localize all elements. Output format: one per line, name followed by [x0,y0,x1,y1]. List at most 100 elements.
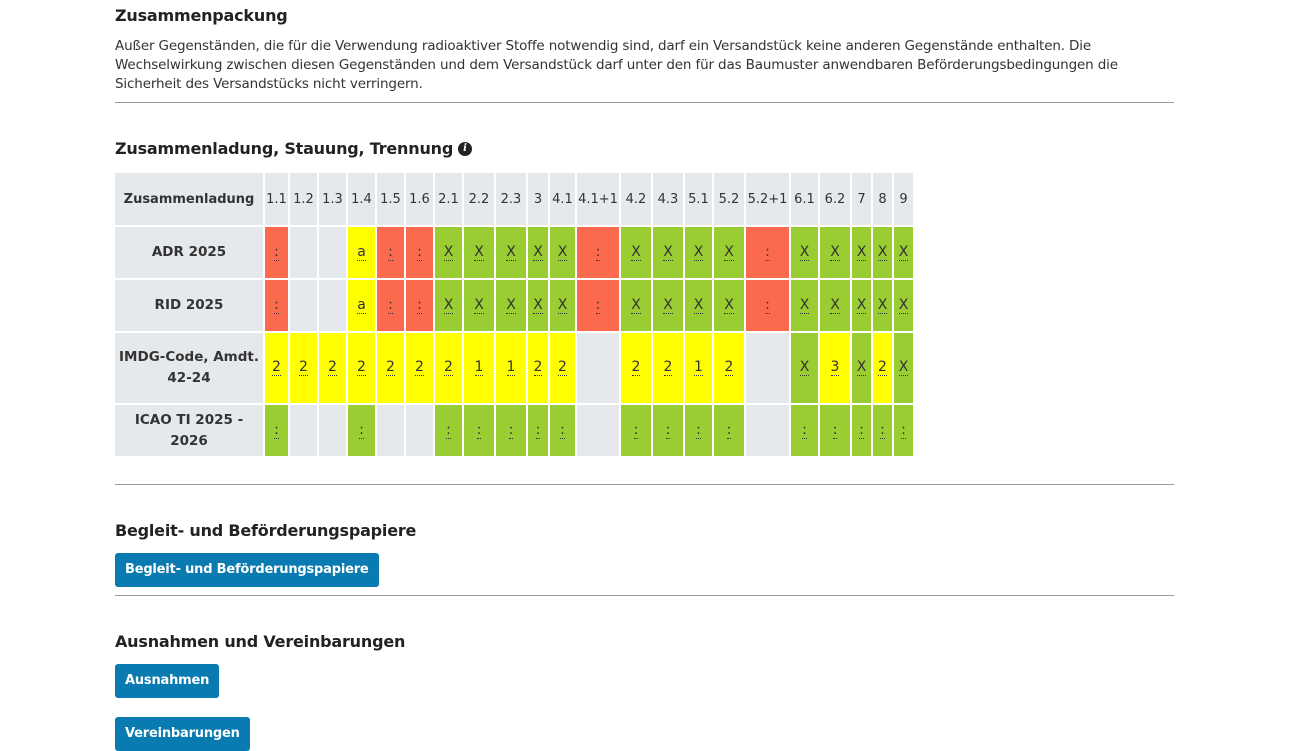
table-cell[interactable]: : [577,280,619,331]
cell-mark[interactable]: : [535,421,541,439]
cell-mark[interactable]: X [856,359,867,376]
cell-mark[interactable]: X [557,296,568,314]
cell-mark[interactable]: 1 [506,359,516,376]
cell-mark[interactable]: X [533,243,543,261]
table-cell[interactable]: X [894,227,913,278]
cell-mark[interactable]: : [765,296,770,314]
table-cell[interactable]: X [873,227,892,278]
info-icon[interactable]: i [458,141,473,156]
cell-mark[interactable]: : [274,421,279,439]
table-cell[interactable]: : [406,227,433,278]
table-cell[interactable]: X [464,227,494,278]
cell-mark[interactable]: X [877,296,888,314]
table-cell[interactable]: : [496,405,526,456]
cell-mark[interactable]: : [880,421,885,439]
cell-mark[interactable]: X [856,243,867,261]
table-cell[interactable]: : [377,280,404,331]
cell-mark[interactable]: X [474,243,484,261]
cell-mark[interactable]: : [802,421,807,439]
table-cell[interactable]: X [894,333,913,403]
cell-mark[interactable]: : [417,296,422,314]
cell-mark[interactable]: 1 [474,359,484,376]
cell-mark[interactable]: : [901,421,906,439]
table-cell[interactable]: 2 [377,333,404,403]
cell-mark[interactable]: : [388,296,393,314]
table-cell[interactable]: 2 [348,333,375,403]
cell-mark[interactable]: X [631,296,641,314]
table-cell[interactable]: : [348,405,375,456]
table-cell[interactable]: 1 [685,333,712,403]
table-cell[interactable]: : [894,405,913,456]
cell-mark[interactable]: : [417,243,422,261]
cell-mark[interactable]: X [557,243,568,261]
cell-mark[interactable]: X [506,296,516,314]
table-cell[interactable]: : [577,227,619,278]
cell-mark[interactable]: : [274,296,279,314]
table-cell[interactable]: X [550,227,575,278]
cell-mark[interactable]: 2 [663,359,673,376]
cell-mark[interactable]: 2 [328,359,337,376]
table-cell[interactable]: X [621,280,651,331]
cell-mark[interactable]: : [274,243,279,261]
table-cell[interactable]: 2 [319,333,346,403]
cell-mark[interactable]: : [595,243,601,261]
table-cell[interactable]: X [714,227,744,278]
cell-mark[interactable]: X [856,296,867,314]
table-cell[interactable]: : [265,405,288,456]
table-cell[interactable]: X [791,333,818,403]
table-cell[interactable]: : [621,405,651,456]
table-cell[interactable]: X [464,280,494,331]
cell-mark[interactable]: X [799,243,810,261]
table-cell[interactable]: 2 [290,333,317,403]
cell-mark[interactable]: X [663,296,673,314]
cell-mark[interactable]: X [898,243,909,261]
cell-mark[interactable]: : [560,421,565,439]
cell-mark[interactable]: : [726,421,732,439]
cell-mark[interactable]: X [898,359,909,376]
table-cell[interactable]: X [852,227,871,278]
cell-mark[interactable]: 2 [444,359,453,376]
cell-mark[interactable]: 2 [386,359,395,376]
cell-mark[interactable]: X [693,243,704,261]
table-cell[interactable]: X [685,227,712,278]
table-cell[interactable]: : [265,227,288,278]
cell-mark[interactable]: X [799,296,810,314]
cell-mark[interactable]: X [443,296,454,314]
table-cell[interactable]: 2 [550,333,575,403]
table-cell[interactable]: X [528,227,548,278]
cell-mark[interactable]: : [859,421,864,439]
table-cell[interactable]: : [265,280,288,331]
agreements-button[interactable]: Vereinbarungen [115,717,250,751]
table-cell[interactable]: X [791,280,818,331]
table-cell[interactable]: a [348,227,375,278]
table-cell[interactable]: : [746,280,789,331]
table-cell[interactable]: : [714,405,744,456]
table-cell[interactable]: 2 [621,333,651,403]
table-cell[interactable]: : [873,405,892,456]
cell-mark[interactable]: X [443,243,454,261]
cell-mark[interactable]: X [877,243,888,261]
table-cell[interactable]: 1 [464,333,494,403]
table-cell[interactable]: X [873,280,892,331]
table-cell[interactable]: a [348,280,375,331]
cell-mark[interactable]: 2 [631,359,641,376]
cell-mark[interactable]: X [663,243,673,261]
table-cell[interactable]: X [820,227,850,278]
cell-mark[interactable]: 2 [272,359,281,376]
table-cell[interactable]: : [791,405,818,456]
table-cell[interactable]: X [852,280,871,331]
table-cell[interactable]: : [550,405,575,456]
table-cell[interactable]: 2 [653,333,683,403]
cell-mark[interactable]: : [633,421,639,439]
table-cell[interactable]: X [550,280,575,331]
cell-mark[interactable]: 2 [878,359,887,376]
cell-mark[interactable]: 2 [724,359,734,376]
cell-mark[interactable]: : [359,421,364,439]
cell-mark[interactable]: X [799,359,810,376]
cell-mark[interactable]: : [765,243,770,261]
cell-mark[interactable]: 1 [694,359,703,376]
cell-mark[interactable]: : [832,421,838,439]
cell-mark[interactable]: 3 [830,359,840,376]
table-cell[interactable]: : [746,227,789,278]
cell-mark[interactable]: : [476,421,482,439]
